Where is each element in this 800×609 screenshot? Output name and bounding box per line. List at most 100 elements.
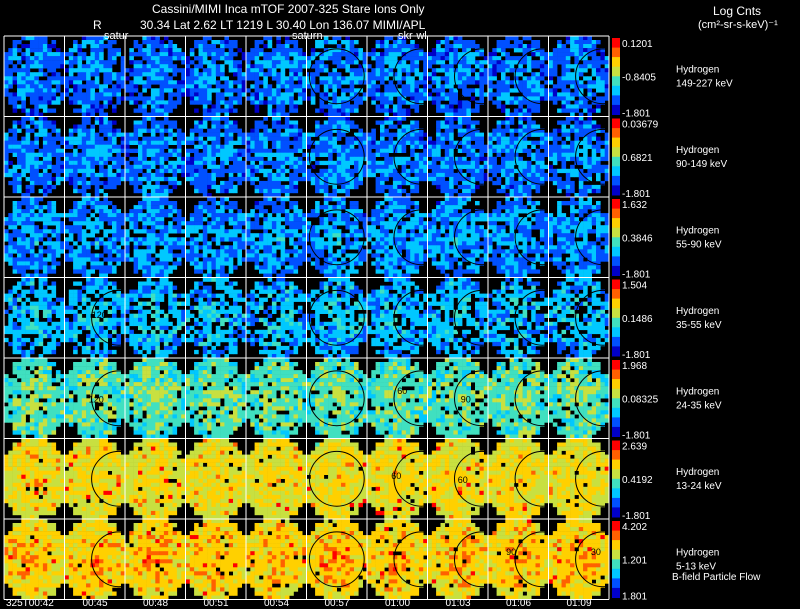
heatmap-panel bbox=[488, 438, 571, 520]
colorbar-segment bbox=[612, 47, 620, 58]
contour-circle bbox=[308, 531, 365, 588]
heatmap-panel bbox=[185, 438, 247, 520]
colorbar-max-label: 1.504 bbox=[622, 281, 647, 292]
orbit-info: 30.34 Lat 2.62 LT 1219 L 30.40 Lon 136.0… bbox=[140, 18, 426, 32]
time-tick-label: 00:48 bbox=[143, 598, 168, 609]
colorbar-min-label: -1.801 bbox=[622, 109, 651, 120]
colorbar-segment bbox=[612, 128, 620, 139]
heatmap-panel bbox=[488, 358, 571, 439]
colorbar-min-label: -1.801 bbox=[622, 350, 651, 361]
colorbar-segment bbox=[612, 559, 620, 570]
colorbar-segment bbox=[612, 578, 620, 589]
heatmap-panel bbox=[306, 197, 368, 278]
heatmap-panel bbox=[548, 116, 631, 198]
band-species-label: Hydrogen bbox=[676, 306, 719, 317]
heatmap-panel bbox=[4, 358, 65, 439]
contour-label: 120 bbox=[89, 394, 104, 404]
band-species-label: Hydrogen bbox=[676, 467, 719, 478]
heatmap-panel bbox=[185, 277, 247, 359]
contour-label: 120 bbox=[92, 310, 107, 320]
colorbar-max-label: 2.639 bbox=[622, 442, 647, 453]
heatmap-panel bbox=[488, 116, 571, 198]
heatmap-panel bbox=[306, 519, 368, 600]
heatmap-panel bbox=[427, 277, 510, 359]
colorbar-segment bbox=[612, 185, 620, 196]
contour-circle bbox=[575, 531, 631, 588]
colorbar-segment bbox=[612, 346, 620, 357]
colorbar-segment bbox=[612, 137, 620, 148]
band-species-label: Hydrogen bbox=[676, 386, 719, 397]
colorbar-segment bbox=[612, 327, 620, 338]
colorbar-max-label: 1.968 bbox=[622, 361, 647, 372]
colorbar-max-label: 0.03679 bbox=[622, 120, 659, 131]
colorbar-max-label: 1.632 bbox=[622, 200, 647, 211]
heatmap-panel bbox=[367, 277, 450, 359]
heatmap-panel bbox=[4, 277, 65, 359]
frame-label-saturn: saturn bbox=[292, 30, 323, 42]
colorbar-mid-label: 0.3846 bbox=[622, 233, 653, 244]
colorbar-segment bbox=[612, 279, 620, 290]
colorbar-segment bbox=[612, 369, 620, 380]
heatmap-panel bbox=[367, 519, 450, 600]
colorbar-segment bbox=[612, 549, 620, 560]
contour-label: 60 bbox=[458, 475, 468, 485]
colorbar-min-label: -1.801 bbox=[622, 189, 651, 200]
heatmap-panel bbox=[367, 358, 450, 439]
heatmap-panel bbox=[488, 277, 571, 359]
contour-circle bbox=[575, 128, 631, 185]
band-energy-label: 5-13 keV bbox=[676, 561, 716, 572]
colorbar-segment bbox=[612, 587, 620, 598]
heatmap-panel bbox=[367, 116, 450, 198]
colorbar-mid-label: 0.4192 bbox=[622, 475, 653, 486]
colorbar-segment bbox=[612, 265, 620, 276]
heatmap-panel bbox=[488, 197, 571, 278]
heatmap-panel bbox=[548, 358, 631, 439]
heatmap-panel bbox=[246, 197, 307, 278]
contour-label: 30 bbox=[591, 547, 601, 557]
band-species-label: Hydrogen bbox=[676, 225, 719, 236]
colorbar-segment bbox=[612, 57, 620, 68]
colorbar-segment bbox=[612, 156, 620, 167]
band-species-label: Hydrogen bbox=[676, 64, 719, 75]
heatmap-panel bbox=[246, 277, 307, 359]
contour-circle bbox=[575, 48, 631, 105]
colorbar-segment bbox=[612, 118, 620, 129]
colorbar-segment bbox=[612, 199, 620, 210]
heatmap-panel bbox=[427, 36, 510, 117]
colorbar-segment bbox=[612, 540, 620, 551]
scale-title: Log Cnts bbox=[713, 4, 762, 18]
band-energy-label: 149-227 keV bbox=[676, 78, 733, 89]
contour-label: 90 bbox=[461, 394, 471, 404]
colorbar-mid-label: 1.201 bbox=[622, 555, 647, 566]
colorbar-segment bbox=[612, 317, 620, 328]
heatmap-panel bbox=[125, 197, 186, 278]
plot-title: Cassini/MIMI Inca mTOF 2007-325 Stare Io… bbox=[152, 2, 425, 16]
contour-circle bbox=[308, 450, 365, 507]
time-tick-label: 00:57 bbox=[325, 598, 350, 609]
frame-label-skr-wl: skr-wl bbox=[398, 30, 427, 42]
heatmap-panel bbox=[4, 438, 65, 520]
colorbar-segment bbox=[612, 147, 620, 158]
colorbar-segment bbox=[612, 450, 620, 461]
colorbar-min-label: -1.801 bbox=[622, 431, 651, 442]
time-tick-label: 00:45 bbox=[83, 598, 108, 609]
colorbar-segment bbox=[612, 208, 620, 219]
colorbar-segment bbox=[612, 38, 620, 49]
heatmap-panel bbox=[4, 36, 65, 117]
heatmap-panel bbox=[367, 438, 450, 520]
heatmap-panel bbox=[367, 36, 450, 117]
band-species-label: Hydrogen bbox=[676, 547, 719, 558]
heatmap-panel bbox=[427, 197, 510, 278]
heatmap-panel bbox=[246, 358, 307, 439]
band-energy-label: 24-35 keV bbox=[676, 400, 722, 411]
contour-label: 60 bbox=[391, 471, 401, 481]
heatmap-panel bbox=[185, 519, 247, 600]
colorbar-segment bbox=[612, 175, 620, 186]
heatmap-panel bbox=[246, 36, 307, 117]
heatmap-panel bbox=[64, 358, 147, 439]
heatmap-panel bbox=[125, 36, 186, 117]
heatmap-panel bbox=[185, 36, 247, 117]
footer-label: B-field Particle Flow bbox=[672, 572, 761, 583]
colorbar-segment bbox=[612, 308, 620, 319]
heatmap-panel bbox=[427, 519, 510, 600]
